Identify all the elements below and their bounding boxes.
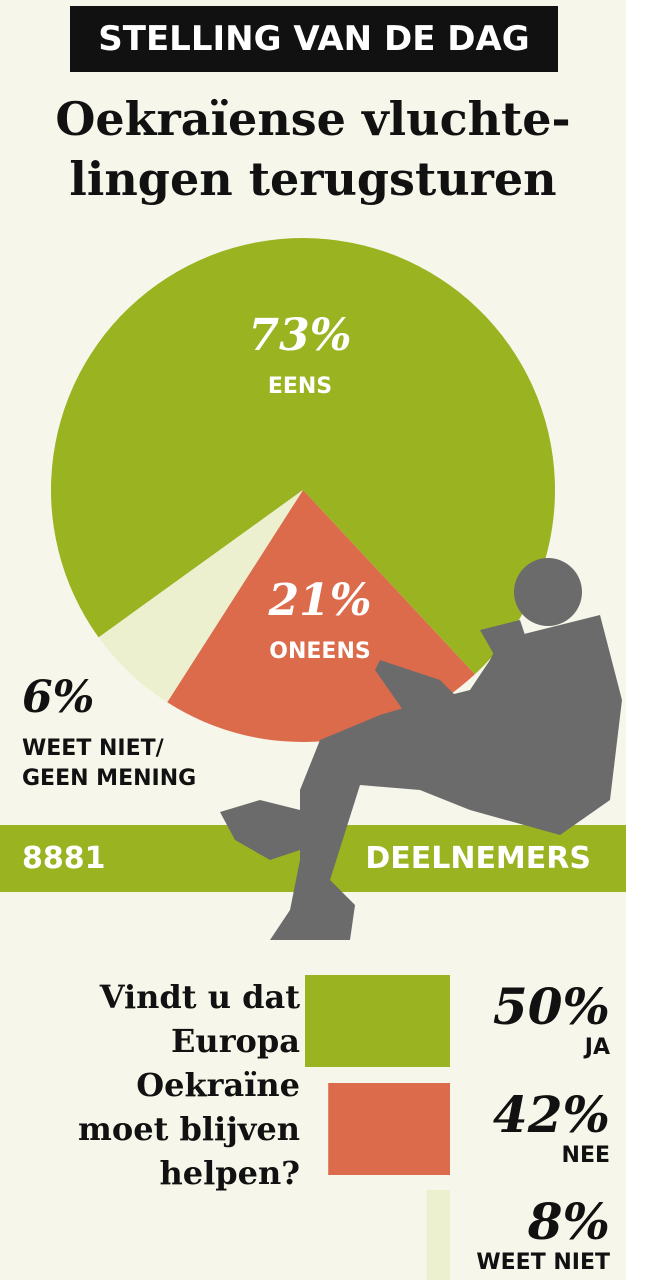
participants-label: DEELNEMERS [365, 841, 591, 876]
title-line: Oekraïense vluchte- [55, 92, 571, 146]
title-line: lingen terugsturen [69, 152, 557, 206]
infographic: STELLING VAN DE DAG Oekraïense vluchte- … [0, 0, 626, 1280]
pie-value-label: 6% [22, 672, 95, 723]
pie-slice [51, 238, 555, 675]
pie-category-label: ONEENS [269, 639, 371, 664]
pie-value-label: 21% [268, 575, 372, 626]
bar-category-label: NEE [561, 1143, 610, 1168]
chart [51, 238, 555, 1280]
bar-category-label: JA [584, 1035, 610, 1060]
pie-value-label: 73% [248, 310, 352, 361]
person-silhouette [220, 558, 622, 940]
silhouette [220, 558, 622, 940]
bar-category-label: WEET NIET [476, 1250, 610, 1275]
pie-category-label: EENS [267, 374, 333, 399]
participants-count: 8881 [22, 841, 106, 876]
header: STELLING VAN DE DAG [70, 6, 558, 72]
pie-slice [98, 490, 304, 703]
bar-value-label: 42% [492, 1085, 610, 1144]
bar [426, 1190, 450, 1280]
bar-value-label: 50% [492, 977, 610, 1036]
question: Vindt u dat Europa Oekraïne moet blijven… [78, 978, 300, 1192]
bar [305, 975, 450, 1067]
bar-value-label: 8% [527, 1192, 610, 1251]
bar [328, 1083, 450, 1175]
pie-category-label: WEET NIET/ GEEN MENING [22, 736, 197, 791]
